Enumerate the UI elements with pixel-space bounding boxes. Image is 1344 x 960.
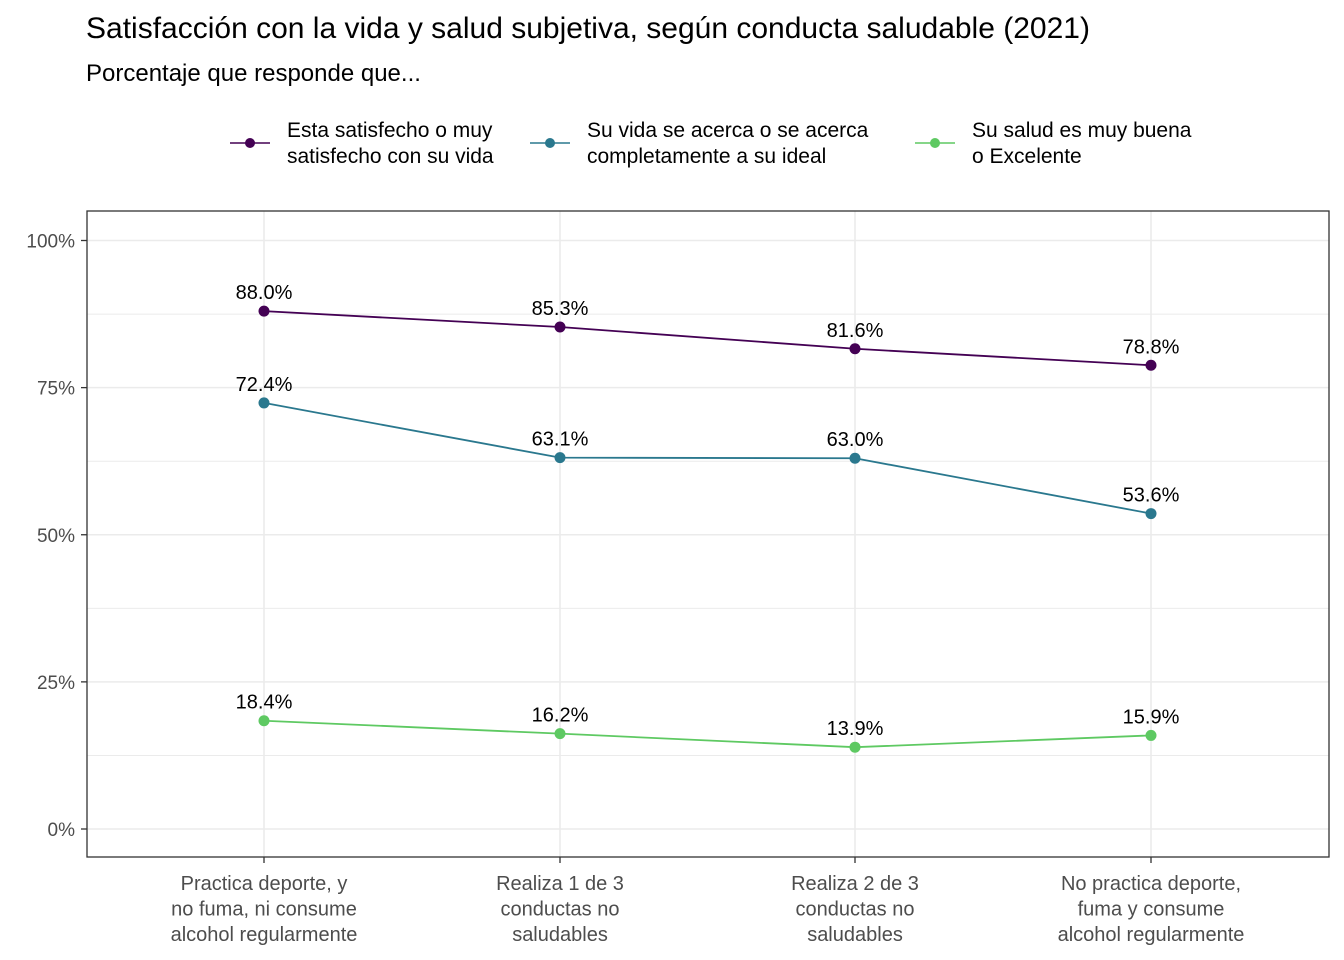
legend-label-series-3: Su salud es muy buena [972,119,1192,142]
series-3: 18.4% 16.2% 13.9% 15.9% [236,692,1180,753]
x-tick-label-line: No practica deporte, [1061,873,1241,895]
data-point [1145,729,1157,741]
data-point [849,343,861,355]
data-label: 15.9% [1123,706,1180,728]
x-tick-label: Realiza 2 de 3 conductas no saludables [791,873,919,946]
x-tick-label-line: Realiza 1 de 3 [496,873,624,895]
y-tick-label: 75% [37,379,75,400]
x-tick-label-line: fuma y consume [1078,899,1225,921]
chart-subtitle: Porcentaje que responde que... [86,60,421,87]
data-label: 16.2% [532,705,589,727]
data-point [554,728,566,740]
series-line [263,719,1152,749]
plot-border [86,210,1330,858]
data-point [258,715,270,727]
x-tick-label-line: Practica deporte, y [181,873,348,895]
y-tick-label: 0% [48,820,76,841]
series-2: 72.4% 63.1% 63.0% 53.6% [236,374,1180,520]
x-tick-label: No practica deporte, fuma y consume alcoho… [1058,873,1245,946]
x-tick-label: Practica deporte, y no fuma, ni consume al… [171,873,358,946]
data-point [849,452,861,464]
x-tick-label-line: Realiza 2 de 3 [791,873,919,895]
series-line [263,310,1152,367]
data-label: 13.9% [827,718,884,740]
x-tick-label-line: alcohol regularmente [171,924,358,946]
data-label: 81.6% [827,320,884,342]
data-point [258,305,270,317]
x-tick-label-line: conductas no [501,899,620,921]
legend-key-series-3 [915,138,955,148]
series-line [263,402,1152,515]
data-label: 63.0% [827,429,884,451]
legend-key-series-1 [230,138,270,148]
data-label: 18.4% [236,692,293,714]
legend-label-series-2: Su vida se acerca o se acerca [587,119,869,142]
data-label: 53.6% [1123,485,1180,507]
x-tick-label-line: saludables [512,924,608,946]
data-label: 78.8% [1123,336,1180,358]
y-tick-label: 50% [37,526,75,547]
data-point [554,452,566,464]
data-point [1145,359,1157,371]
legend-key-series-2 [530,138,570,148]
x-tick-label-line: alcohol regularmente [1058,924,1245,946]
series-1: 88.0% 85.3% 81.6% 78.8% [236,282,1180,371]
data-label: 85.3% [532,298,589,320]
y-tick-label: 25% [37,673,75,694]
legend-label-series-3-line-2: o Excelente [972,145,1082,168]
y-tick-label: 100% [26,232,75,253]
legend-label-series-2-line-2: completamente a su ideal [587,145,827,168]
legend-label-series-1-line-2: satisfecho con su vida [287,145,494,168]
x-tick-label-line: saludables [807,924,903,946]
legend-label-series-1: Esta satisfecho o muy [287,119,493,142]
x-tick-label-line: no fuma, ni consume [171,899,357,921]
data-point [554,321,566,333]
chart-title: Satisfacción con la vida y salud subjeti… [86,12,1090,45]
data-point [849,741,861,753]
x-tick-label: Realiza 1 de 3 conductas no saludables [496,873,624,946]
data-point [258,397,270,409]
x-tick-label-line: conductas no [796,899,915,921]
data-label: 63.1% [532,429,589,451]
data-point [1145,508,1157,520]
data-label: 88.0% [236,282,293,304]
data-label: 72.4% [236,374,293,396]
